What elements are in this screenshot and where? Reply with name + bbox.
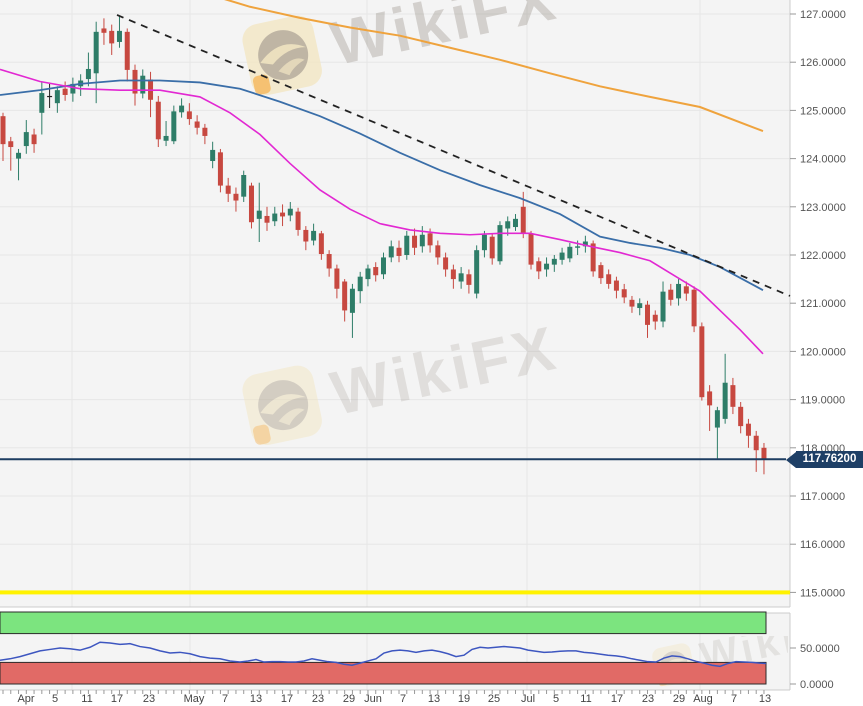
oversold-band	[0, 661, 767, 685]
price-axis-label: 116.0000	[800, 539, 845, 551]
time-axis-label: 19	[458, 693, 470, 705]
price-axis-label: 120.0000	[800, 346, 846, 358]
badge-arrow-icon	[786, 451, 796, 468]
time-axis-label: Aug	[693, 693, 713, 705]
trendline-dashed	[116, 14, 791, 297]
time-axis-label: 13	[428, 693, 440, 705]
candlesticks	[0, 15, 767, 475]
time-axis-label: 5	[52, 693, 58, 705]
indicator-axis-label: 50.0000	[800, 643, 840, 655]
price-axis-label: 117.0000	[800, 491, 845, 503]
last-price-badge: 117.76200	[786, 451, 863, 468]
time-axis-label: 11	[81, 693, 92, 705]
yellow-level-line	[0, 590, 790, 595]
ma-slow-orange	[224, 0, 764, 133]
time-axis-label: 7	[400, 693, 406, 705]
last-price-value: 117.76200	[796, 451, 863, 468]
time-axis-label: Jun	[364, 693, 382, 705]
time-axis-label: 13	[759, 693, 771, 705]
time-axis-label: 7	[731, 693, 737, 705]
time-axis-label: 11	[580, 693, 591, 705]
price-axis-label: 115.0000	[800, 587, 845, 599]
time-axis-label: 23	[143, 693, 155, 705]
time-axis-label: 7	[222, 693, 228, 705]
time-axis[interactable]: Apr 5 11 17 23 May 7 13 17 23 29 Jun 7 13 19 25 Jul 5 11 17…	[2, 690, 771, 705]
time-axis-label: May	[184, 693, 205, 705]
time-axis-label: 25	[488, 693, 500, 705]
time-axis-label: 5	[553, 693, 559, 705]
time-axis-label: Jul	[521, 693, 535, 705]
price-axis-label: 125.0000	[800, 105, 846, 117]
ma-fast-magenta	[0, 68, 764, 355]
time-axis-label: 17	[281, 693, 293, 705]
time-axis-label: 23	[312, 693, 324, 705]
time-axis-label: 17	[111, 693, 123, 705]
price-axis-label: 126.0000	[800, 57, 846, 69]
time-axis-label: 29	[673, 693, 685, 705]
price-axis[interactable]: 127.0000 126.0000 125.0000 124.0000 123.0000…	[790, 9, 846, 691]
price-axis-label: 119.0000	[800, 395, 845, 407]
price-axis-label: 121.0000	[800, 298, 846, 310]
indicator-axis-label: 0.0000	[800, 679, 834, 691]
time-axis-label: Apr	[17, 693, 34, 705]
price-axis-label: 123.0000	[800, 202, 846, 214]
price-axis-label: 122.0000	[800, 250, 846, 262]
price-axis-label: 124.0000	[800, 154, 846, 166]
ma-mid-blue	[0, 79, 764, 291]
time-axis-label: 17	[611, 693, 623, 705]
time-axis-label: 29	[343, 693, 355, 705]
oscillator-line	[0, 641, 767, 668]
time-axis-label: 23	[642, 693, 654, 705]
price-axis-label: 127.0000	[800, 9, 846, 21]
overbought-band	[0, 611, 767, 635]
time-axis-label: 13	[250, 693, 262, 705]
